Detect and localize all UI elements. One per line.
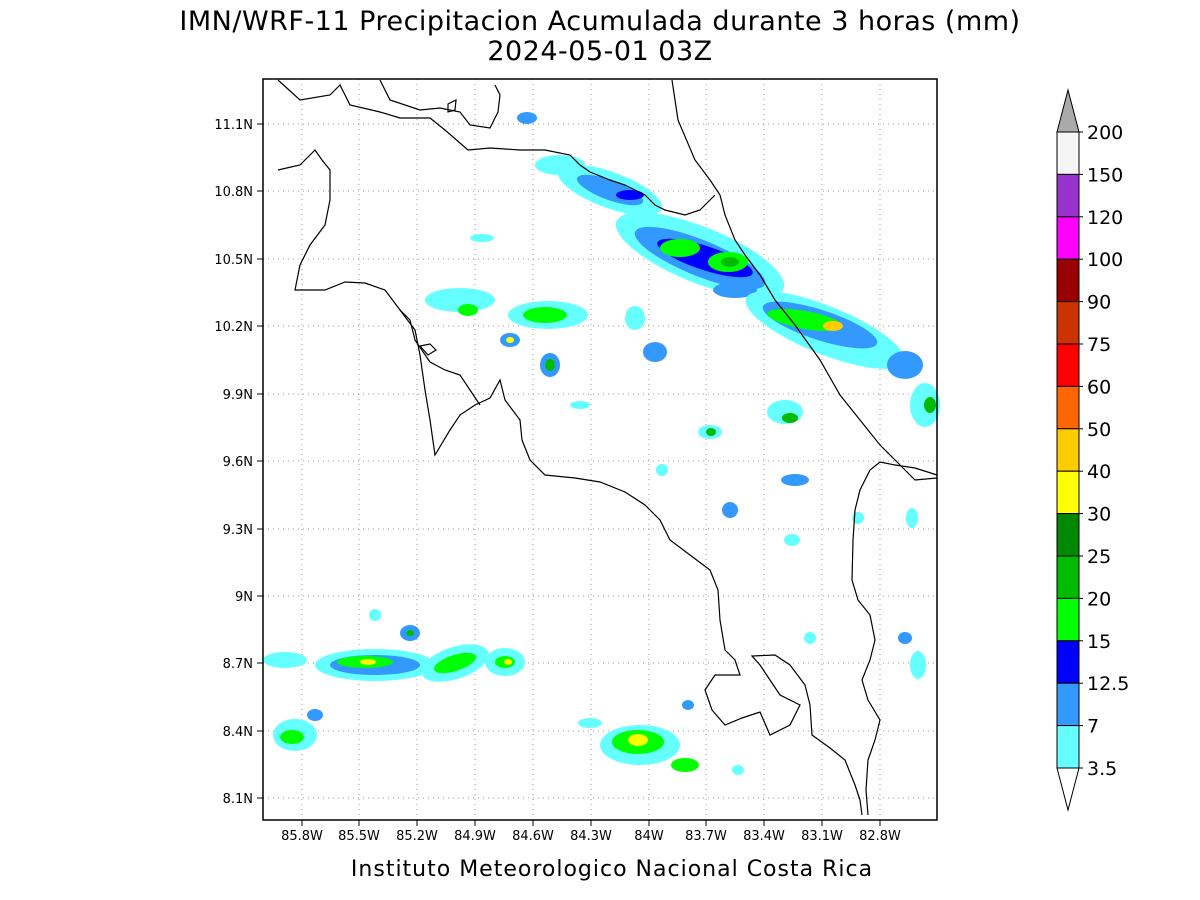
colorbar-label: 150 <box>1087 164 1123 186</box>
colorbar-swatch <box>1056 597 1080 642</box>
colorbar-swatch <box>1056 555 1080 599</box>
lat-tick-label: 9.3N <box>223 523 253 538</box>
panama-border <box>851 461 938 816</box>
longitude-axis: 85.8W 85.5W 85.2W 84.9W 84.6W 84.3W 84W … <box>281 820 901 844</box>
colorbar-top-triangle <box>1056 88 1080 133</box>
colorbar-legend: 200 150 120 100 90 75 60 50 40 30 25 20 15 12.5 7 3.5 <box>1056 88 1129 812</box>
lat-tick-label: 9.9N <box>223 388 253 403</box>
lat-tick-label: 8.7N <box>223 657 253 672</box>
lat-tick-label: 11.1N <box>214 118 253 133</box>
lon-tick-label: 82.8W <box>859 829 901 844</box>
colorbar-swatch <box>1056 258 1080 303</box>
colorbar-label: 50 <box>1087 419 1111 441</box>
lon-tick-label: 84.9W <box>454 829 496 844</box>
colorbar-label: 90 <box>1087 292 1111 314</box>
colorbar-swatch <box>1056 428 1080 472</box>
lon-tick-label: 83.4W <box>743 829 785 844</box>
lat-tick-label: 10.2N <box>214 320 253 335</box>
lat-tick-label: 10.5N <box>214 253 253 268</box>
lon-tick-label: 83.1W <box>801 829 843 844</box>
colorbar-swatch <box>1056 470 1080 515</box>
lon-tick-label: 85.2W <box>396 829 438 844</box>
colorbar-swatch <box>1056 216 1080 260</box>
institution-credit: Instituto Meteorologico Nacional Costa R… <box>351 857 873 882</box>
colorbar-label: 120 <box>1087 207 1123 229</box>
colorbar-swatch <box>1056 682 1080 727</box>
colorbar-label: 40 <box>1087 461 1111 483</box>
lon-tick-label: 85.8W <box>281 829 323 844</box>
figure-subtitle-datetime: 2024-05-01 03Z <box>487 36 712 67</box>
colorbar-label: 3.5 <box>1087 758 1117 780</box>
colorbar-label: 100 <box>1087 249 1123 271</box>
colorbar-swatch <box>1056 385 1080 430</box>
precipitation-field <box>263 112 940 775</box>
lon-tick-label: 84.6W <box>512 829 554 844</box>
colorbar-swatch <box>1056 343 1080 387</box>
colorbar-label: 75 <box>1087 334 1111 356</box>
nicoya-island <box>418 343 437 356</box>
colorbar-swatch <box>1056 301 1080 345</box>
lat-tick-label: 8.1N <box>223 792 253 807</box>
latitude-axis: 11.1N 10.8N 10.5N 10.2N 9.9N 9.6N 9.3N 9… <box>214 118 263 807</box>
lat-tick-label: 10.8N <box>214 185 253 200</box>
coastlines <box>277 79 938 816</box>
lon-tick-label: 85.5W <box>338 829 380 844</box>
map-panel: 11.1N 10.8N 10.5N 10.2N 9.9N 9.6N 9.3N 9… <box>214 78 940 844</box>
colorbar-label: 200 <box>1087 122 1123 144</box>
map-frame <box>262 78 938 821</box>
figure-title: IMN/WRF-11 Precipitacion Acumulada duran… <box>179 6 1020 37</box>
colorbar-swatch <box>1056 131 1080 175</box>
nicaragua-lake-shore <box>379 79 501 129</box>
colorbar-label: 60 <box>1087 376 1111 398</box>
lon-tick-label: 84W <box>634 829 664 844</box>
colorbar-swatch <box>1056 640 1080 684</box>
colorbar-label: 25 <box>1087 546 1111 568</box>
colorbar-swatch <box>1056 173 1080 218</box>
colorbar-label: 7 <box>1087 716 1099 738</box>
map-gridlines <box>263 79 937 820</box>
colorbar-label: 30 <box>1087 504 1111 526</box>
colorbar-label: 15 <box>1087 631 1111 653</box>
lon-tick-label: 84.3W <box>570 829 612 844</box>
lat-tick-label: 8.4N <box>223 725 253 740</box>
nicoya-gulf <box>399 309 481 406</box>
island-north <box>447 98 457 113</box>
colorbar-swatch <box>1056 513 1080 557</box>
pacific-coast <box>277 149 863 816</box>
caribbean-coast <box>671 79 938 481</box>
lat-tick-label: 9N <box>235 590 253 605</box>
nicaragua-border <box>277 79 716 216</box>
colorbar-label: 20 <box>1087 588 1111 610</box>
colorbar-swatch <box>1056 725 1080 769</box>
colorbar-label: 12.5 <box>1087 673 1129 695</box>
lat-tick-label: 9.6N <box>223 455 253 470</box>
colorbar-bottom-triangle <box>1056 767 1080 812</box>
lon-tick-label: 83.7W <box>685 829 727 844</box>
